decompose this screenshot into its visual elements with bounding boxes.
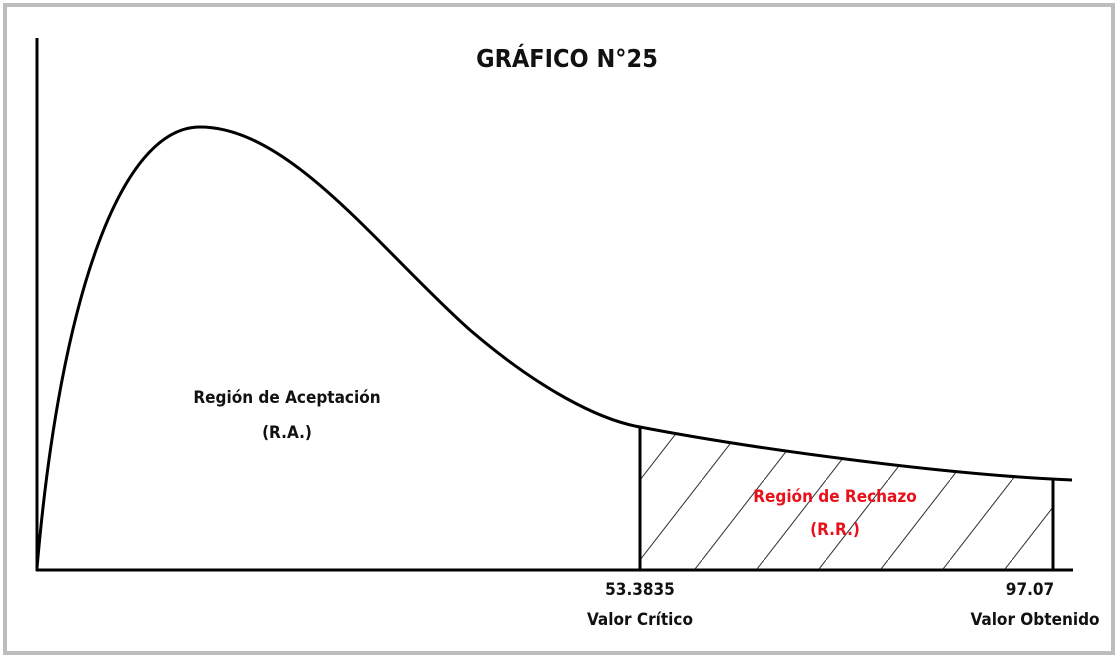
distribution-curve xyxy=(35,125,1073,569)
frame xyxy=(3,3,1115,655)
rejection-area xyxy=(640,427,1053,570)
title: GRÁFICO N°25 xyxy=(476,44,658,73)
rejection-label: Región de Rechazo xyxy=(753,487,917,507)
acceptance-abbr: (R.A.) xyxy=(262,423,312,443)
critical-value: 53.3835 xyxy=(605,580,675,600)
acceptance-label: Región de Aceptación xyxy=(193,388,380,408)
critical-label: Valor Crítico xyxy=(587,610,693,630)
rejection-abbr: (R.R.) xyxy=(810,520,860,540)
obtained-value: 97.07 xyxy=(1006,580,1054,600)
obtained-label: Valor Obtenido xyxy=(970,610,1099,630)
